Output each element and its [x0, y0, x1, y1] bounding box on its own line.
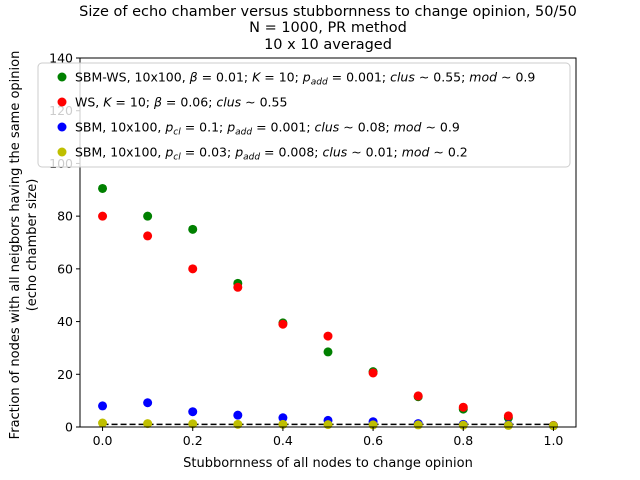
data-point-series-2: [503, 411, 513, 421]
legend-entry-label: SBM, 10x100, pcl = 0.03; padd = 0.008; c…: [75, 145, 468, 163]
y-tick-label: 140: [49, 51, 73, 66]
data-point-series-3: [143, 398, 153, 408]
data-point-series-2: [368, 368, 378, 378]
data-point-series-4: [143, 419, 153, 429]
y-tick-label: 60: [57, 261, 73, 276]
data-point-series-3: [278, 413, 288, 423]
y-axis-label-line: Fraction of nodes with all neigbors havi…: [8, 51, 23, 440]
data-point-series-2: [233, 282, 243, 292]
data-point-series-4: [233, 419, 243, 429]
data-point-series-2: [278, 319, 288, 329]
x-tick-label: 1.0: [544, 433, 564, 448]
x-tick-label: 0.6: [363, 433, 383, 448]
data-point-series-4: [503, 420, 513, 430]
x-axis-ticks: 0.0 0.2 0.4 0.6 0.8 1.0: [93, 427, 564, 448]
data-point-series-2: [143, 231, 153, 241]
legend: SBM-WS, 10x100, β = 0.01; K = 10; padd =…: [37, 62, 571, 168]
x-tick-label: 0.2: [183, 433, 203, 448]
data-point-series-4: [413, 420, 423, 430]
data-point-series-2: [98, 211, 108, 221]
data-point-series-3: [98, 401, 108, 411]
y-axis-label: Fraction of nodes with all neigbors havi…: [8, 51, 40, 440]
legend-marker: [57, 97, 67, 107]
chart-title: Size of echo chamber versus stubbornness…: [79, 4, 577, 53]
axes-border: [79, 57, 577, 428]
legend-entry-label: SBM-WS, 10x100, β = 0.01; K = 10; padd =…: [75, 70, 535, 88]
data-points-layer: [98, 183, 558, 431]
y-tick-label: 20: [57, 367, 73, 382]
data-point-series-4: [98, 418, 108, 428]
legend-box: [37, 62, 571, 168]
data-point-series-1: [98, 183, 108, 193]
y-axis-label-line: (echo chamber size): [25, 179, 40, 312]
legend-marker: [57, 72, 67, 82]
chart-subtitle-line: 10 x 10 averaged: [264, 37, 392, 53]
data-point-series-3: [188, 407, 198, 417]
chart-subtitle-line: N = 1000, PR method: [249, 20, 407, 36]
data-point-series-2: [413, 391, 423, 401]
x-axis-label: Stubbornness of all nodes to change opin…: [183, 456, 473, 471]
data-point-series-1: [323, 347, 333, 357]
y-tick-label: 80: [57, 209, 73, 224]
data-point-series-1: [143, 211, 153, 221]
x-tick-label: 0.8: [453, 433, 473, 448]
data-point-series-4: [548, 421, 558, 431]
axes-frame: [79, 57, 577, 428]
data-point-series-2: [458, 402, 468, 412]
data-point-series-1: [188, 224, 198, 234]
y-tick-label: 40: [57, 314, 73, 329]
x-tick-label: 0.4: [273, 433, 293, 448]
x-tick-label: 0.0: [93, 433, 113, 448]
data-point-series-4: [188, 419, 198, 429]
chart-title-line: Size of echo chamber versus stubbornness…: [79, 4, 577, 20]
data-point-series-2: [323, 331, 333, 341]
legend-entry-label: SBM, 10x100, pcl = 0.1; padd = 0.001; cl…: [75, 120, 460, 138]
legend-marker: [57, 122, 67, 132]
legend-marker: [57, 147, 67, 157]
data-point-series-2: [188, 264, 198, 274]
legend-entry-label: WS, K = 10; β = 0.06; clus ∼ 0.55: [75, 95, 287, 110]
data-point-series-3: [233, 410, 243, 420]
y-tick-label: 0: [65, 420, 73, 435]
data-point-series-4: [323, 420, 333, 430]
